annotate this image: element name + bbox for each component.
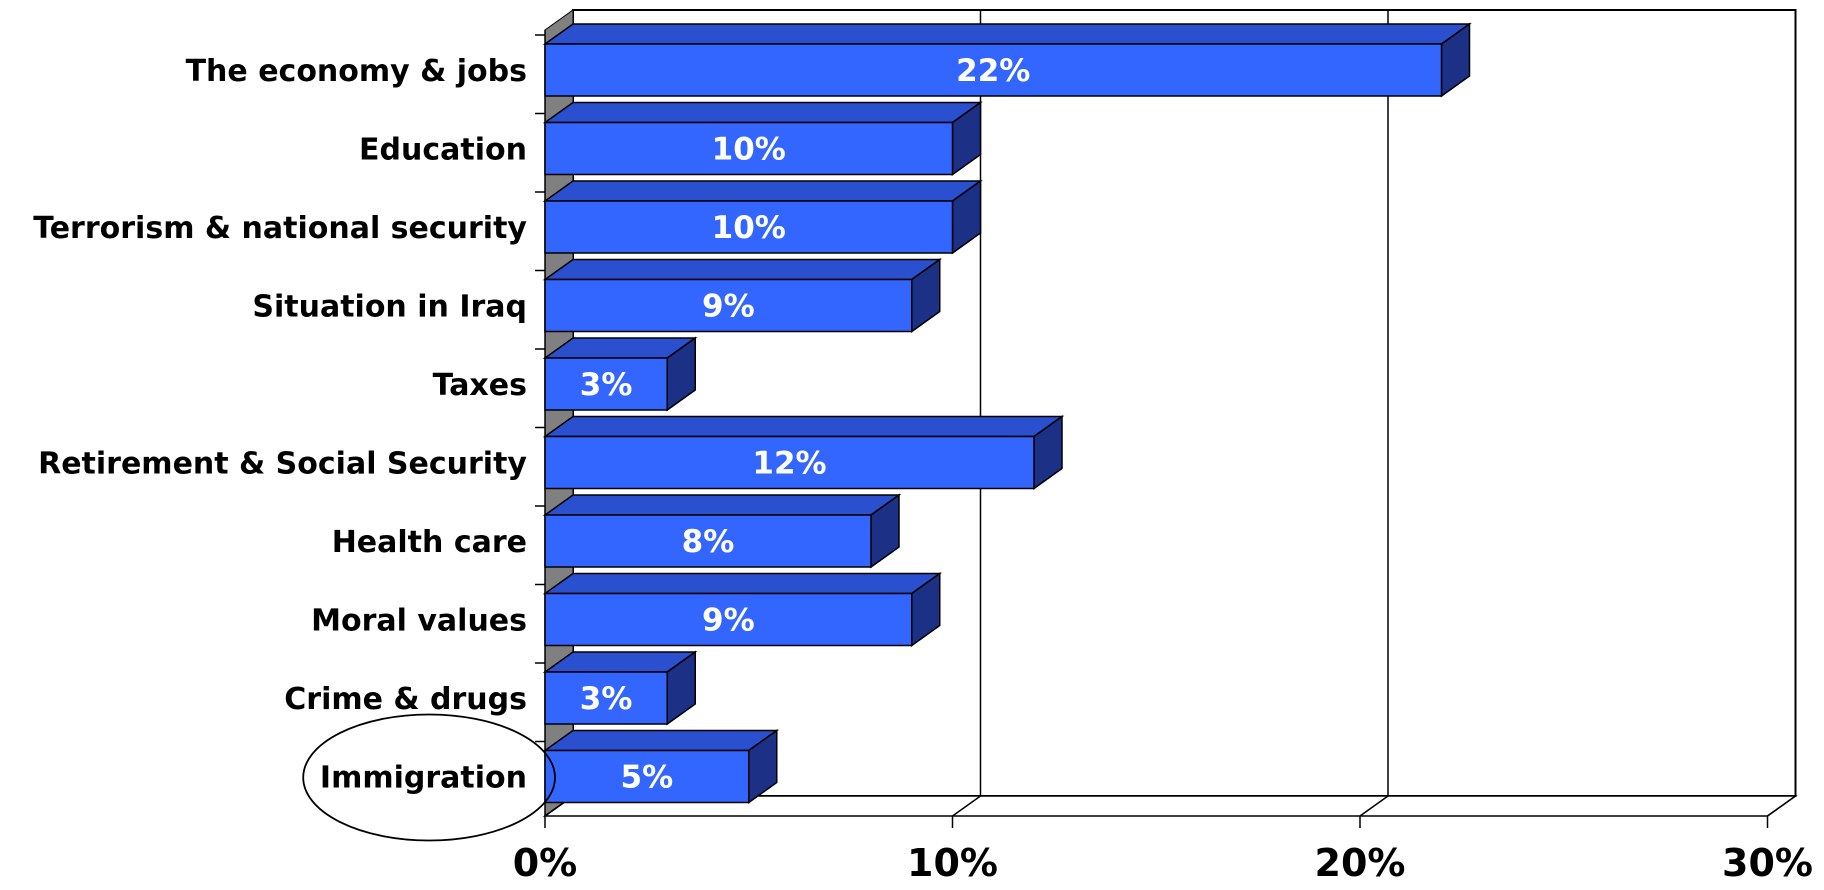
bar-taxes <box>544 357 668 411</box>
highlight-ellipse <box>302 713 556 842</box>
category-label-retirement-social-security: Retirement & Social Security <box>38 447 527 482</box>
bar-retirement-social-security <box>544 435 1035 490</box>
x-tick-label-20: 20% <box>1315 841 1406 885</box>
bar-situation-in-iraq <box>544 278 913 333</box>
bar-top-retirement-social-security <box>542 415 1065 438</box>
bar-top-education <box>542 101 983 124</box>
x-tick-label-10: 10% <box>907 841 998 885</box>
bar-immigration <box>544 749 750 804</box>
floor-connector-30 <box>1767 795 1796 817</box>
floor-connector-20 <box>1359 795 1389 817</box>
bar-top-moral-values <box>542 572 943 595</box>
data-label-situation-in-iraq: 9% <box>702 289 755 325</box>
data-label-terrorism-national-security: 10% <box>712 210 786 246</box>
bar-crime-drugs <box>544 671 668 725</box>
category-label-situation-in-iraq: Situation in Iraq <box>252 290 527 325</box>
category-label-health-care: Health care <box>332 525 527 560</box>
data-label-moral-values: 9% <box>702 603 755 639</box>
category-label-the-economy-jobs: The economy & jobs <box>186 54 527 89</box>
category-label-immigration: Immigration <box>320 761 527 796</box>
bar-top-the-economy-jobs <box>542 23 1472 45</box>
bar-top-immigration <box>542 729 780 752</box>
category-label-taxes: Taxes <box>433 368 527 403</box>
x-tick-label-0: 0% <box>513 841 578 885</box>
data-label-retirement-social-security: 12% <box>752 446 826 482</box>
category-label-moral-values: Moral values <box>311 604 527 639</box>
category-label-crime-drugs: Crime & drugs <box>284 682 527 717</box>
data-label-education: 10% <box>712 132 786 168</box>
bar-moral-values <box>544 592 913 647</box>
bar-health-care <box>544 514 872 568</box>
data-label-the-economy-jobs: 22% <box>956 53 1030 89</box>
data-label-taxes: 3% <box>580 367 633 403</box>
bar-top-situation-in-iraq <box>542 258 943 281</box>
bar-terrorism-national-security <box>544 200 954 254</box>
data-label-crime-drugs: 3% <box>580 681 633 717</box>
data-label-immigration: 5% <box>621 760 674 796</box>
floor-connector-10 <box>952 795 981 817</box>
category-label-education: Education <box>359 133 527 168</box>
bar-top-terrorism-national-security <box>542 180 983 202</box>
x-tick-label-30: 30% <box>1722 841 1813 885</box>
bar-education <box>544 121 954 176</box>
bar-the-economy-jobs <box>544 43 1443 97</box>
category-label-terrorism-national-security: Terrorism & national security <box>33 211 527 246</box>
bar-top-health-care <box>542 494 902 516</box>
data-label-health-care: 8% <box>682 524 735 560</box>
